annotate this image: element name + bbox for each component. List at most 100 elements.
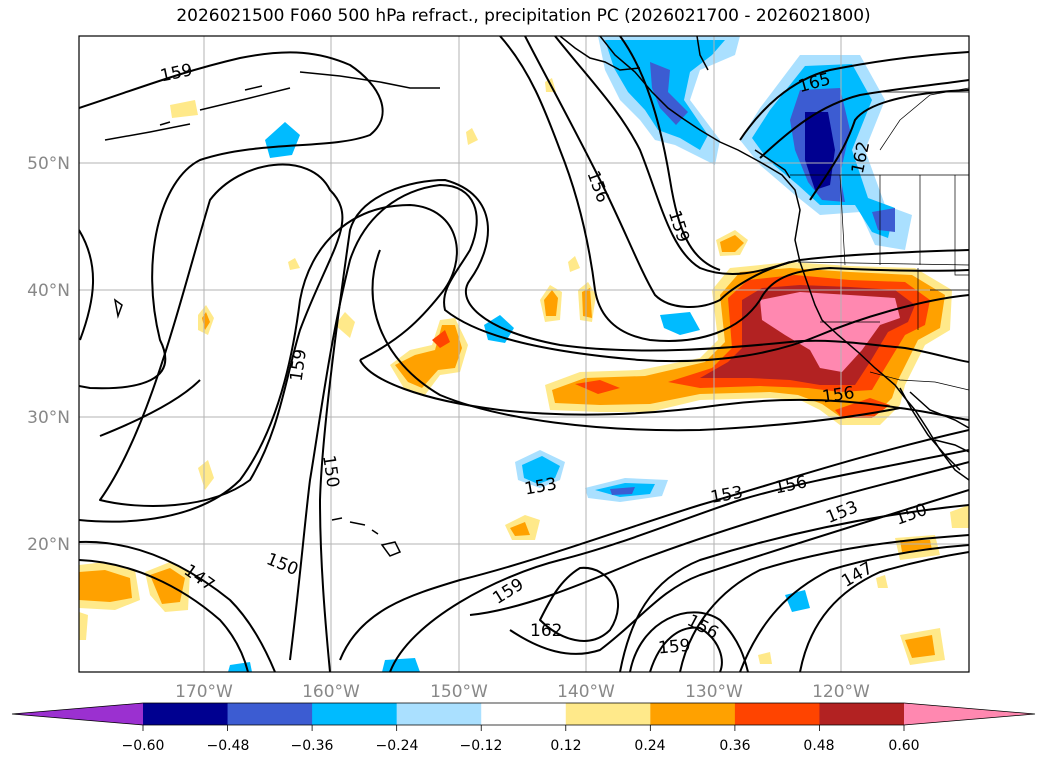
alaska-coastline xyxy=(559,36,641,71)
precip-neg-region xyxy=(805,112,835,190)
longitude-label: 140°W xyxy=(557,682,615,702)
contour-line xyxy=(649,626,723,672)
contour-line xyxy=(99,163,344,507)
precip-neg-region xyxy=(610,487,635,495)
precip-neg-region xyxy=(522,456,560,484)
colorbar-tick-label: −0.60 xyxy=(122,738,165,754)
latitude-label: 40°N xyxy=(27,281,70,301)
precip-pos-region xyxy=(758,652,772,664)
contour-label: 153 xyxy=(709,483,744,508)
contour-line xyxy=(739,544,969,672)
coastlines xyxy=(104,36,969,557)
contour-label: 156 xyxy=(583,168,613,205)
colorbar-segment xyxy=(143,703,229,725)
latitude-label: 50°N xyxy=(27,154,70,174)
contour-label: 150 xyxy=(893,500,930,530)
precip-pos-region xyxy=(582,288,592,318)
contour-line xyxy=(79,229,95,341)
precip-neg-region xyxy=(872,208,895,232)
colorbar-tick-marks xyxy=(142,725,905,731)
latitude-label: 20°N xyxy=(27,535,70,555)
contour-line xyxy=(554,36,791,275)
contour-line xyxy=(469,461,969,616)
precip-pos-region xyxy=(905,635,935,658)
precipitation-shading xyxy=(79,36,969,672)
contour-label: 159 xyxy=(159,60,195,86)
contour-label: 159 xyxy=(287,348,311,383)
map-frame xyxy=(78,35,970,673)
precip-neg-region xyxy=(265,122,300,158)
contour-line xyxy=(359,359,969,421)
precip-pos-region xyxy=(150,568,185,604)
precip-pos-region xyxy=(170,100,198,118)
contour-label: 162 xyxy=(530,621,562,641)
contour-line xyxy=(509,489,969,655)
state-borders xyxy=(797,87,969,330)
colorbar-tick-label: −0.48 xyxy=(207,738,250,754)
colorbar-tick-label: −0.36 xyxy=(291,738,334,754)
contour-line xyxy=(79,559,249,672)
contour-label: 156 xyxy=(821,383,856,407)
precip-pos-region xyxy=(544,290,558,316)
contour-line xyxy=(389,449,969,672)
precip-pos-region xyxy=(288,258,300,270)
longitude-label: 120°W xyxy=(812,682,870,702)
precip-neg-region xyxy=(785,590,810,612)
small-islands xyxy=(113,121,171,319)
contour-line xyxy=(799,551,969,672)
contour-line xyxy=(79,204,458,523)
precip-neg-region xyxy=(660,312,700,335)
hawaii-islands xyxy=(331,517,402,557)
colorbar-segment xyxy=(396,703,482,725)
contour-line xyxy=(759,79,969,159)
latitude-label: 30°N xyxy=(27,408,70,428)
contour-line xyxy=(524,36,969,308)
aleutian-islands xyxy=(104,71,440,141)
colorbar-segment xyxy=(565,703,651,725)
north-america-coastline xyxy=(599,36,969,481)
contour-line xyxy=(619,504,969,672)
contour-label: 153 xyxy=(823,497,861,528)
contour-label: 150 xyxy=(318,454,342,489)
contour-line xyxy=(371,249,901,432)
precip-pos-region xyxy=(432,330,450,348)
contour-line xyxy=(339,429,969,661)
colorbar-tick-label: 0.24 xyxy=(634,738,665,754)
precip-pos-region xyxy=(79,570,132,602)
precip-pos-region xyxy=(335,312,355,338)
colorbar: −0.60 −0.48 −0.36 −0.24 −0.12 0.12 0.24 … xyxy=(11,702,1036,754)
colorbar-segment xyxy=(650,703,736,725)
contour-line xyxy=(619,36,721,271)
precip-pos-region xyxy=(79,612,88,640)
colorbar-tick-label: −0.12 xyxy=(460,738,503,754)
contour-label: 150 xyxy=(263,549,301,580)
us-mexico-border xyxy=(869,371,969,391)
refractivity-contours xyxy=(79,36,969,672)
colorbar-tick-label: 0.12 xyxy=(550,738,581,754)
precip-pos-region xyxy=(760,292,900,372)
contour-line xyxy=(539,566,620,642)
precip-pos-region xyxy=(568,256,580,272)
precip-pos-region xyxy=(950,505,969,528)
contour-label: 159 xyxy=(664,208,693,245)
precip-pos-region xyxy=(198,460,214,490)
contour-line xyxy=(809,89,969,201)
colorbar-ticks: −0.60 −0.48 −0.36 −0.24 −0.12 0.12 0.24 … xyxy=(122,738,920,754)
precip-pos-region xyxy=(720,235,744,252)
colorbar-tick-label: 0.60 xyxy=(888,738,919,754)
latitude-labels: 50°N 40°N 30°N 20°N xyxy=(27,154,70,555)
contour-line xyxy=(79,540,276,672)
canada-alaska-border xyxy=(696,36,709,71)
contour-line xyxy=(289,184,969,661)
contour-line xyxy=(499,36,969,342)
contour-label: 156 xyxy=(773,472,809,498)
contour-label: 159 xyxy=(657,636,691,659)
contour-line xyxy=(319,179,969,672)
colorbar-tick-label: −0.24 xyxy=(376,738,419,754)
contour-line xyxy=(629,611,749,672)
contour-line xyxy=(739,51,969,141)
precip-pos-region xyxy=(466,128,478,145)
colorbar-tick-label: 0.48 xyxy=(803,738,834,754)
colorbar-segment xyxy=(481,703,567,725)
longitude-labels: 170°W 160°W 150°W 140°W 130°W 120°W xyxy=(175,682,870,702)
